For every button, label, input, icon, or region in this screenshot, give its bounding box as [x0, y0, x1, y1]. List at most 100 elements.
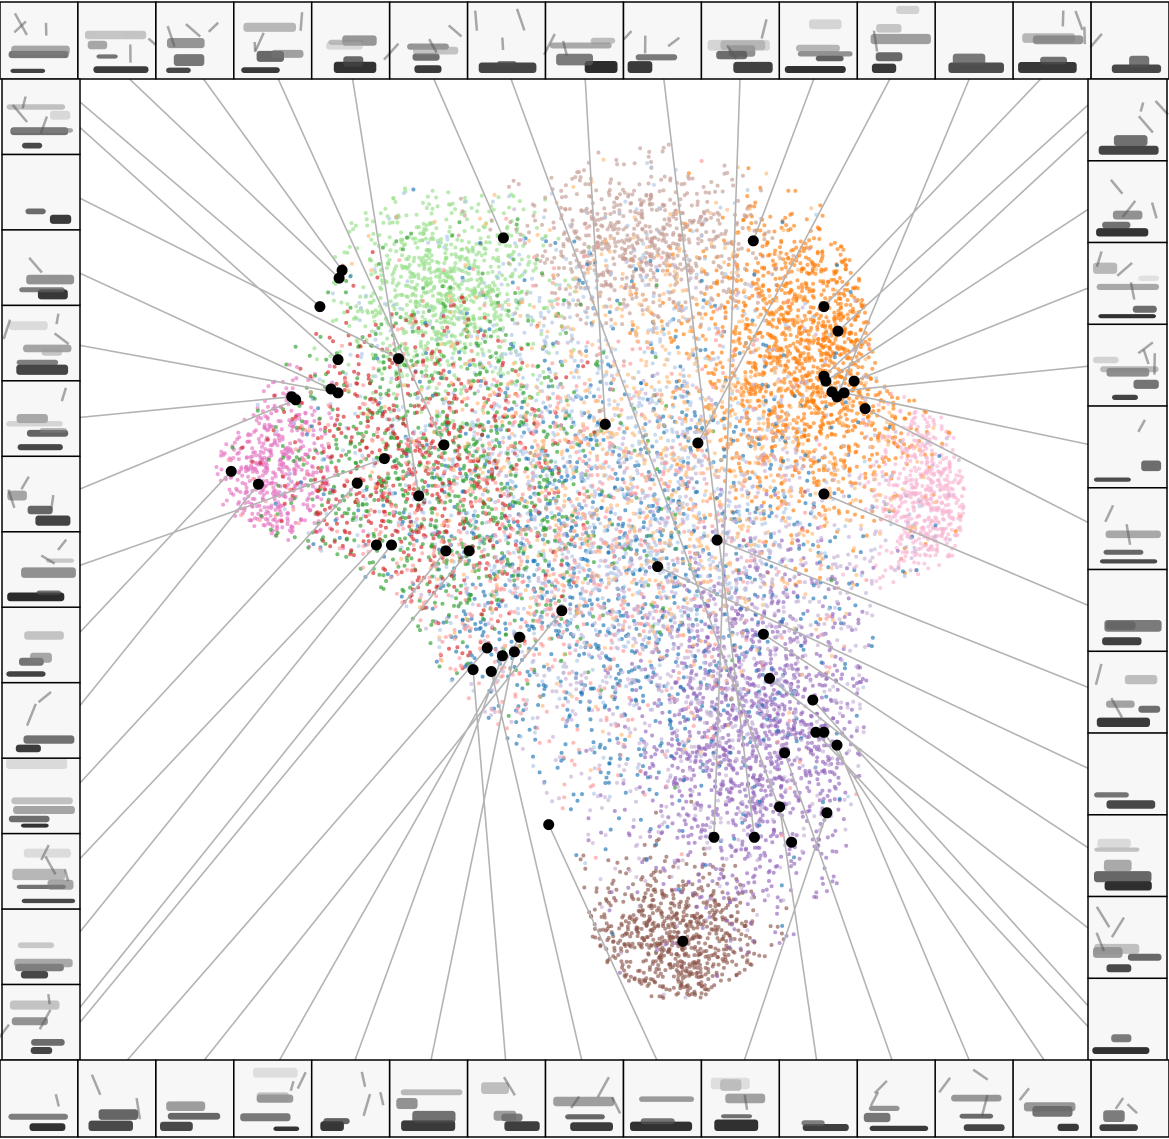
- scatter-point: [718, 978, 723, 983]
- scatter-point: [289, 448, 294, 453]
- scatter-point: [745, 958, 750, 963]
- scatter-point: [833, 654, 838, 659]
- scatter-point: [743, 889, 748, 894]
- scatter-point: [471, 314, 476, 318]
- scatter-point: [902, 395, 907, 399]
- scatter-point: [277, 436, 281, 441]
- scatter-point: [790, 541, 794, 545]
- scatter-point: [701, 875, 706, 880]
- scatter-point: [925, 484, 930, 489]
- scatter-point: [823, 400, 828, 405]
- scatter-point: [760, 265, 764, 270]
- scatter-point: [556, 236, 561, 241]
- scatter-point: [434, 386, 439, 391]
- scatter-point: [915, 482, 920, 487]
- scatter-point: [292, 468, 297, 473]
- scatter-point: [916, 561, 921, 566]
- scatter-point: [675, 977, 680, 982]
- scatter-point: [699, 885, 704, 890]
- scatter-point: [405, 303, 409, 307]
- scatter-point: [415, 245, 420, 250]
- scatter-point: [492, 306, 496, 311]
- scatter-point: [427, 261, 432, 266]
- scatter-point: [371, 314, 376, 319]
- scatter-point: [664, 987, 669, 992]
- scatter-point: [624, 949, 629, 954]
- scatter-point: [496, 264, 501, 269]
- scatter-point: [773, 342, 778, 346]
- scatter-point: [772, 252, 777, 256]
- scatter-point: [786, 386, 790, 391]
- scatter-point: [807, 341, 811, 345]
- scatter-point: [270, 443, 275, 448]
- scatter-point: [791, 590, 796, 595]
- scatter-point: [257, 453, 262, 458]
- scatter-point: [772, 707, 777, 712]
- scatter-point: [848, 309, 853, 314]
- scatter-point: [713, 322, 718, 327]
- scatter-point: [243, 469, 248, 474]
- scatter-point: [763, 354, 767, 359]
- scatter-point: [866, 480, 871, 485]
- scatter-point: [466, 278, 470, 283]
- scatter-point: [491, 256, 496, 260]
- scatter-point: [620, 965, 624, 970]
- scatter-point: [691, 926, 696, 931]
- scatter-point: [347, 324, 352, 328]
- scatter-point: [735, 612, 740, 617]
- scatter-point: [916, 513, 921, 518]
- scatter-point: [842, 434, 847, 439]
- scatter-point: [709, 788, 714, 793]
- scatter-point: [669, 934, 674, 939]
- scatter-point: [721, 896, 726, 900]
- scatter-point: [915, 439, 919, 443]
- scatter-point: [730, 456, 735, 461]
- scatter-point: [689, 799, 694, 804]
- scatter-point: [645, 922, 650, 927]
- scatter-point: [261, 487, 266, 492]
- scatter-point: [883, 462, 888, 467]
- scatter-point: [424, 206, 429, 210]
- scatter-point: [899, 431, 904, 436]
- scatter-point: [730, 873, 735, 878]
- scatter-point: [768, 924, 773, 929]
- scatter-point: [855, 371, 860, 376]
- scatter-point: [802, 422, 807, 427]
- scatter-point: [843, 267, 848, 272]
- scatter-point: [783, 265, 788, 270]
- scatter-point: [761, 500, 766, 505]
- scatter-point: [779, 409, 784, 414]
- scatter-point: [723, 310, 728, 315]
- scatter-point: [714, 362, 719, 367]
- scatter-point: [846, 596, 851, 601]
- scatter-point: [814, 651, 819, 656]
- scatter-point: [703, 364, 708, 369]
- scatter-point: [725, 810, 730, 815]
- scatter-point: [745, 194, 750, 199]
- scatter-point: [257, 475, 262, 480]
- scatter-point: [469, 277, 474, 282]
- scatter-point: [703, 405, 708, 409]
- scatter-point: [670, 888, 675, 893]
- scatter-point: [484, 284, 489, 289]
- scatter-point: [624, 426, 629, 431]
- scatter-point: [800, 718, 805, 723]
- scatter-point: [766, 322, 770, 326]
- scatter-point: [898, 535, 903, 540]
- scatter-point: [474, 252, 479, 257]
- scatter-point: [486, 235, 491, 239]
- scatter-point: [636, 897, 641, 902]
- scatter-point: [511, 249, 516, 254]
- scatter-point: [836, 487, 841, 492]
- scatter-point: [643, 770, 648, 775]
- scatter-point: [400, 253, 405, 258]
- scatter-point: [403, 347, 408, 352]
- scatter-point: [904, 476, 909, 480]
- scatter-point: [459, 238, 464, 243]
- scatter-point: [498, 313, 503, 318]
- scatter-point: [748, 360, 753, 365]
- scatter-point: [671, 669, 676, 673]
- scatter-point: [804, 217, 809, 222]
- scatter-point: [846, 408, 851, 413]
- scatter-point: [252, 429, 257, 434]
